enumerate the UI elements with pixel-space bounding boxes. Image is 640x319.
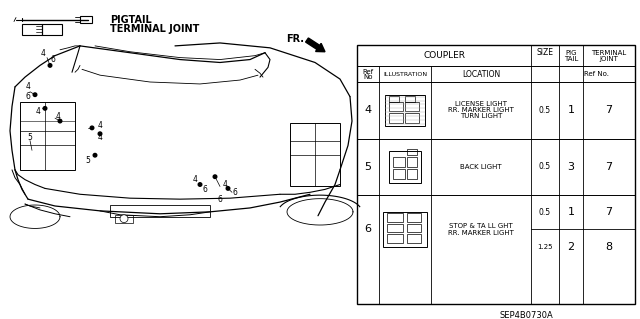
Text: 4: 4: [223, 180, 227, 189]
Bar: [80, 16, 92, 23]
Text: 5: 5: [365, 162, 371, 172]
Text: 0.5: 0.5: [539, 208, 551, 217]
Text: 7: 7: [605, 162, 612, 172]
Bar: [389, 113, 403, 123]
Bar: [20, 101, 75, 170]
Text: 6: 6: [26, 92, 31, 101]
Bar: [42, 25, 62, 35]
Bar: [407, 224, 421, 232]
Circle shape: [58, 119, 62, 123]
Bar: [383, 212, 427, 247]
Text: 6: 6: [51, 55, 56, 64]
Bar: [407, 213, 421, 222]
Circle shape: [213, 175, 217, 178]
Bar: [110, 205, 210, 217]
Circle shape: [93, 153, 97, 157]
Text: 4: 4: [364, 105, 372, 115]
Bar: [115, 215, 133, 223]
Circle shape: [44, 107, 47, 110]
Text: TURN LIGHT: TURN LIGHT: [460, 113, 502, 119]
Text: LICENSE LIGHT: LICENSE LIGHT: [455, 101, 507, 108]
Text: RR. MARKER LIGHT: RR. MARKER LIGHT: [448, 107, 514, 113]
Text: JOINT: JOINT: [600, 56, 618, 62]
Text: 0.5: 0.5: [539, 106, 551, 115]
Text: COUPLER: COUPLER: [423, 51, 465, 60]
Circle shape: [48, 64, 52, 67]
Bar: [357, 45, 635, 304]
Text: 3: 3: [568, 162, 575, 172]
Circle shape: [98, 132, 102, 136]
Text: TERMINAL JOINT: TERMINAL JOINT: [110, 24, 200, 34]
Bar: [407, 149, 417, 155]
Bar: [387, 224, 403, 232]
Text: 5: 5: [28, 133, 33, 142]
Text: 2: 2: [568, 241, 575, 251]
Text: BACK LIGHT: BACK LIGHT: [460, 164, 502, 170]
Text: 4: 4: [56, 112, 60, 121]
Bar: [389, 96, 399, 101]
Bar: [393, 169, 405, 179]
Text: 0.5: 0.5: [539, 162, 551, 171]
Text: 1.25: 1.25: [537, 243, 553, 249]
Text: STOP & TA LL GHT: STOP & TA LL GHT: [449, 223, 513, 228]
Bar: [407, 234, 421, 243]
Text: 1: 1: [568, 207, 575, 217]
Text: LOCATION: LOCATION: [462, 70, 500, 79]
Text: 6: 6: [203, 185, 207, 194]
Bar: [22, 25, 42, 35]
Bar: [387, 234, 403, 243]
Circle shape: [90, 126, 94, 130]
Circle shape: [226, 187, 230, 190]
Text: No: No: [364, 74, 372, 80]
Bar: [405, 113, 419, 123]
Text: 5: 5: [86, 156, 90, 165]
Bar: [387, 213, 403, 222]
Bar: [407, 157, 417, 167]
Bar: [389, 101, 403, 111]
Text: 4: 4: [193, 175, 197, 184]
Circle shape: [33, 93, 36, 96]
Text: 4: 4: [40, 49, 45, 58]
Text: FR.: FR.: [286, 34, 304, 44]
Text: TERMINAL: TERMINAL: [591, 50, 627, 56]
Bar: [405, 96, 415, 101]
Text: 8: 8: [605, 241, 612, 251]
Text: Ref No.: Ref No.: [584, 71, 609, 77]
Bar: [405, 101, 419, 111]
Bar: [389, 151, 421, 182]
Bar: [393, 157, 405, 167]
Bar: [407, 169, 417, 179]
Text: 7: 7: [605, 207, 612, 217]
Text: 6: 6: [365, 224, 371, 234]
Text: PIG: PIG: [565, 50, 577, 56]
Text: 7: 7: [605, 105, 612, 115]
Text: 4: 4: [36, 107, 40, 116]
Text: RR. MARKER LIGHT: RR. MARKER LIGHT: [448, 230, 514, 236]
Circle shape: [198, 183, 202, 186]
Text: 1: 1: [568, 105, 575, 115]
Text: ILLUSTRATION: ILLUSTRATION: [383, 72, 427, 77]
Text: 4: 4: [26, 82, 31, 91]
Text: 6: 6: [218, 195, 223, 204]
Text: SEP4B0730A: SEP4B0730A: [499, 311, 553, 319]
Bar: [290, 123, 340, 187]
Bar: [385, 95, 425, 126]
Text: 6: 6: [232, 188, 237, 197]
FancyArrow shape: [306, 38, 325, 52]
Text: TAIL: TAIL: [564, 56, 578, 62]
Text: PIGTAIL: PIGTAIL: [110, 15, 152, 25]
Text: SIZE: SIZE: [536, 48, 554, 57]
Text: Ref: Ref: [362, 69, 374, 75]
Circle shape: [120, 215, 128, 223]
Text: 4: 4: [97, 133, 102, 142]
Text: 4: 4: [97, 122, 102, 130]
